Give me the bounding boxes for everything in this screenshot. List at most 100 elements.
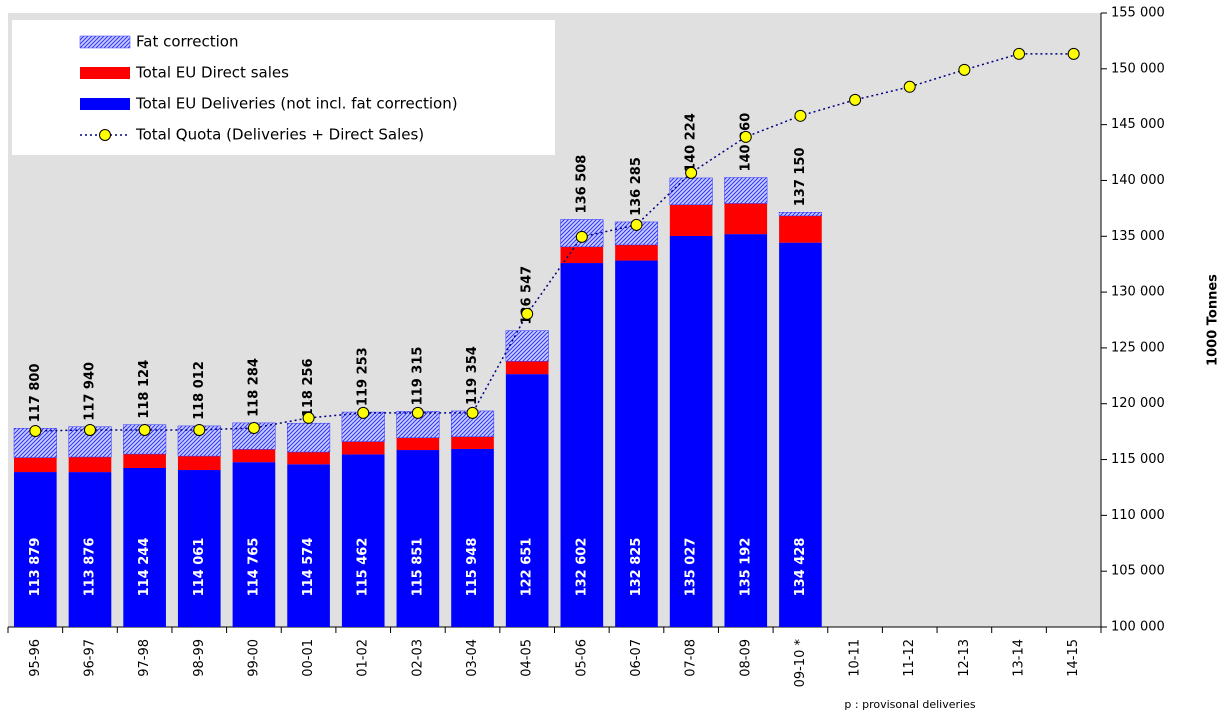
bar (724, 203, 768, 235)
x-tick-label: 02-03 (410, 639, 425, 677)
x-tick-label: 12-13 (957, 639, 972, 677)
bar (669, 235, 713, 627)
quota-marker (247, 421, 260, 434)
y-axis-label: 1000 Tonnes (1206, 274, 1221, 366)
bar-value-label: 134 428 (793, 538, 808, 597)
quota-marker (138, 423, 151, 436)
y-tick-label: 140 000 (1111, 173, 1165, 188)
x-tick-label: 97-98 (137, 639, 152, 677)
hatched-bar (724, 177, 768, 204)
x-tick-label: 08-09 (738, 639, 753, 677)
bar-value-label: 115 851 (410, 538, 425, 597)
hatched-bar (778, 212, 822, 217)
y-tick-label: 115 000 (1111, 452, 1165, 467)
bar (341, 454, 385, 627)
bar (615, 244, 658, 261)
x-tick-label: 95-96 (28, 639, 43, 677)
bar (779, 215, 822, 243)
total-label: 117 800 (28, 363, 43, 422)
bar (341, 441, 385, 455)
bar (232, 462, 276, 627)
bar (451, 436, 494, 449)
bar (396, 450, 440, 627)
bar-value-label: 114 244 (137, 538, 152, 597)
bar-value-label: 135 027 (684, 538, 699, 597)
quota-marker (903, 80, 916, 93)
bar-value-label: 115 948 (465, 538, 480, 597)
quota-marker (685, 166, 698, 179)
bar (451, 448, 494, 627)
bar (505, 361, 549, 375)
bar (14, 472, 57, 627)
hatched-bar (505, 330, 549, 362)
bar (123, 467, 166, 627)
bar-value-label: 132 825 (629, 538, 644, 597)
x-tick-label: 06-07 (629, 639, 644, 677)
quota-marker (83, 423, 96, 436)
quota-marker (958, 63, 971, 76)
quota-marker (466, 406, 479, 419)
bar-value-label: 114 574 (301, 538, 316, 597)
legend-swatch (80, 98, 130, 110)
bar (232, 449, 276, 463)
x-tick-label: 13-14 (1012, 639, 1027, 677)
bar-value-label: 113 879 (28, 538, 43, 597)
y-tick-label: 135 000 (1111, 229, 1165, 244)
total-label: 118 284 (246, 358, 261, 417)
x-tick-label: 07-08 (684, 639, 699, 677)
quota-marker (193, 423, 206, 436)
bar (287, 452, 330, 465)
total-label: 119 315 (410, 347, 425, 406)
legend-label: Fat correction (136, 33, 238, 51)
legend-swatch (80, 67, 130, 79)
y-tick-label: 125 000 (1111, 340, 1165, 355)
bar-value-label: 114 765 (246, 538, 261, 597)
y-tick-label: 110 000 (1111, 508, 1165, 523)
bar (505, 374, 549, 627)
y-tick-label: 150 000 (1111, 61, 1165, 76)
bar (68, 457, 112, 473)
bar (177, 456, 221, 471)
bar (669, 204, 713, 236)
x-tick-label: 14-15 (1066, 639, 1081, 677)
total-label: 119 354 (465, 346, 480, 405)
bar-value-label: 113 876 (82, 538, 97, 597)
bar (177, 470, 221, 627)
total-label: 118 256 (301, 358, 316, 417)
bar (779, 242, 822, 627)
x-tick-label: 11-12 (902, 639, 917, 677)
x-tick-label: 04-05 (520, 639, 535, 677)
quota-marker (630, 218, 643, 231)
y-tick-label: 105 000 (1111, 564, 1165, 579)
bar (68, 472, 112, 627)
quota-marker (575, 230, 588, 243)
x-tick-label: 05-06 (574, 639, 589, 677)
quota-marker (739, 130, 752, 143)
y-tick-label: 155 000 (1111, 6, 1165, 21)
bar (724, 234, 768, 627)
bar (560, 246, 604, 264)
total-label: 119 253 (356, 347, 371, 406)
bar-value-label: 122 651 (520, 538, 535, 597)
x-tick-label: 01-02 (356, 639, 371, 677)
y-tick-label: 145 000 (1111, 117, 1165, 132)
quota-line (35, 53, 1074, 432)
x-tick-label: 09-10 * (793, 639, 808, 688)
bar (123, 454, 166, 468)
quota-marker (849, 93, 862, 106)
quota-marker (357, 406, 370, 419)
quota-marker (794, 109, 807, 122)
bar (396, 437, 440, 451)
note: p : provisonal deliveries (844, 698, 975, 711)
total-label: 118 124 (137, 360, 152, 419)
y-tick-label: 130 000 (1111, 285, 1165, 300)
bar (560, 263, 604, 627)
bar-value-label: 135 192 (738, 538, 753, 597)
bar-value-label: 132 602 (574, 538, 589, 597)
total-label: 140 224 (684, 113, 699, 172)
x-tick-label: 00-01 (301, 639, 316, 677)
bar-value-label: 115 462 (356, 538, 371, 597)
total-label: 118 012 (192, 361, 207, 420)
quota-marker (1013, 47, 1026, 60)
bar (615, 260, 658, 627)
